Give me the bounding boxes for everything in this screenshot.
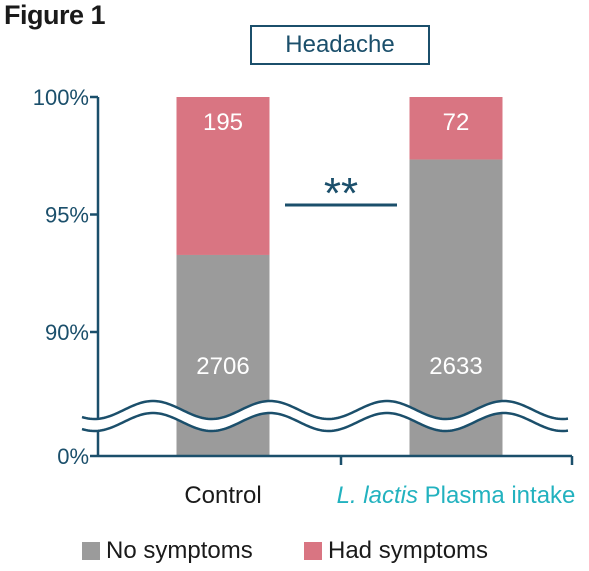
data-label-had-symptoms: 195	[203, 109, 243, 136]
legend-item-no-symptoms: No symptoms	[82, 537, 253, 565]
legend-label-had-symptoms: Had symptoms	[328, 537, 489, 564]
data-label-had-symptoms: 72	[443, 109, 470, 136]
figure-label: Figure 1	[4, 0, 106, 30]
bar-had-symptoms	[176, 97, 270, 255]
axis-break-line-lower	[81, 411, 569, 433]
x-tick-label: Control	[184, 482, 261, 509]
legend-item-had-symptoms: Had symptoms	[304, 537, 488, 565]
data-label-no-symptoms: 2633	[429, 353, 482, 380]
chart-title: Headache	[250, 25, 430, 65]
legend-swatch-no-symptoms	[82, 542, 100, 560]
y-tick-label: 100%	[33, 85, 89, 110]
significance-label: **	[324, 169, 358, 218]
legend-swatch-had-symptoms	[304, 542, 322, 560]
bar-had-symptoms	[409, 97, 503, 160]
axis-break-line-upper	[81, 399, 569, 421]
chart: 100% 95% 90% 0% 195 2706 72 2633 ** Control L. lac…	[33, 85, 576, 509]
x-tick-label: L. lactis Plasma intake	[337, 482, 576, 509]
y-tick-label: 95%	[45, 203, 89, 228]
data-label-no-symptoms: 2706	[196, 353, 249, 380]
legend-label-no-symptoms: No symptoms	[106, 537, 253, 564]
axis-break-band	[82, 401, 568, 431]
y-tick-label: 0%	[57, 444, 89, 469]
y-tick-label: 90%	[45, 320, 89, 345]
